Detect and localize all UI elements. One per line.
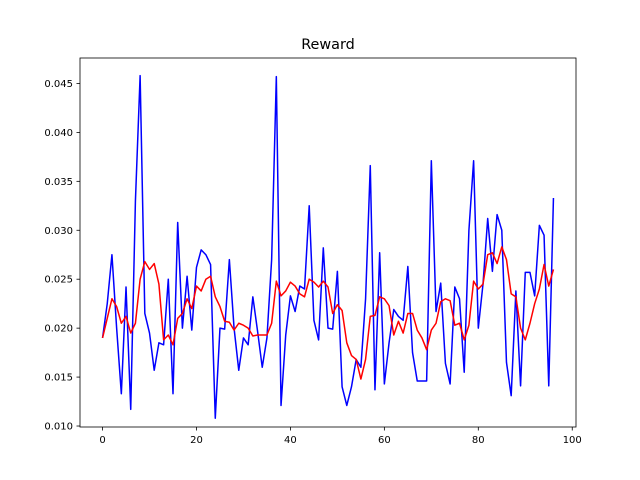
x-tick-label: 0 bbox=[99, 435, 105, 446]
axes: 0 20 40 60 80 100 0.010 0.015 0.020 0.025 0.030 0.0… bbox=[44, 57, 582, 446]
x-tick-label: 100 bbox=[563, 435, 582, 446]
y-tick-label: 0.045 bbox=[44, 79, 73, 90]
x-tick-label: 40 bbox=[284, 435, 297, 446]
axes-frame bbox=[79, 57, 577, 428]
x-tick-label: 80 bbox=[472, 435, 485, 446]
y-tick-label: 0.020 bbox=[44, 324, 73, 335]
x-tick-label: 20 bbox=[190, 435, 203, 446]
x-tick-label: 60 bbox=[378, 435, 391, 446]
chart-title: Reward bbox=[301, 37, 355, 53]
y-tick-label: 0.040 bbox=[44, 128, 73, 139]
series-line-2 bbox=[101, 246, 555, 380]
y-tick-label: 0.010 bbox=[44, 422, 73, 433]
y-tick-label: 0.030 bbox=[44, 226, 73, 237]
y-tick-label: 0.025 bbox=[44, 275, 73, 286]
series-line-1 bbox=[101, 74, 555, 419]
y-tick-label: 0.035 bbox=[44, 177, 73, 188]
y-tick-label: 0.015 bbox=[44, 373, 73, 384]
plot-area bbox=[101, 74, 555, 419]
